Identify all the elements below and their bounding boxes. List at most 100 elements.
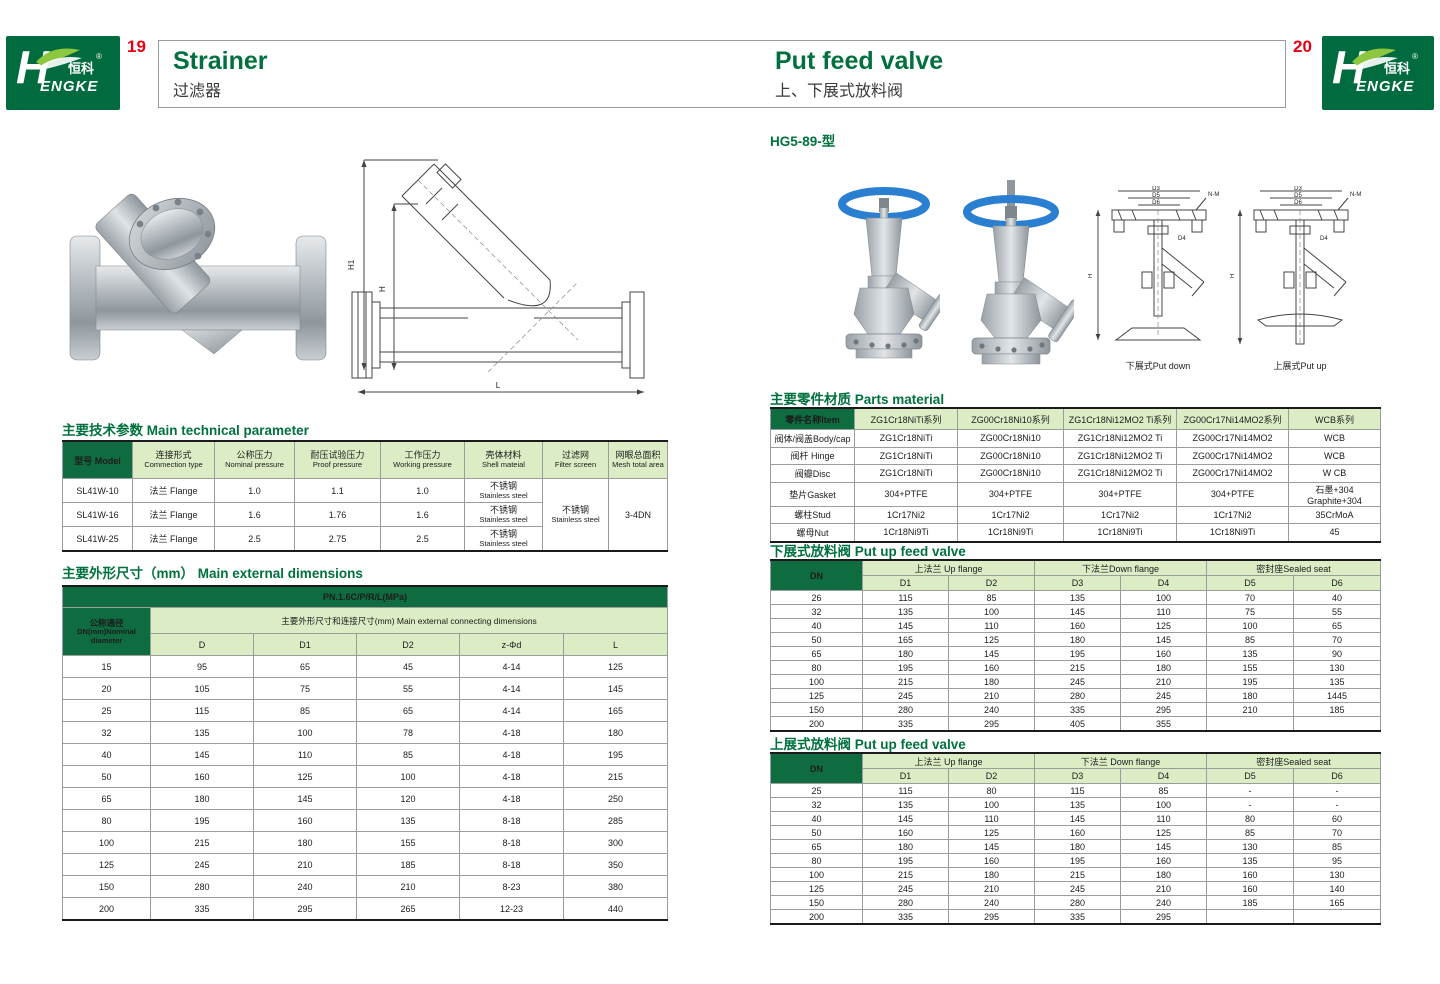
- table-row: D1 D2 D3 D4 D5 D6: [771, 575, 1382, 591]
- cell: 100: [356, 765, 460, 788]
- cell: 440: [562, 897, 669, 921]
- dim-label-h: H: [1230, 274, 1236, 278]
- cell: 4-18: [459, 721, 564, 744]
- cell: 135: [1034, 797, 1121, 812]
- cell: 125: [62, 853, 151, 876]
- cell: PN.1.6C/P/R/L(MPa): [61, 585, 669, 608]
- cell: 335: [1034, 909, 1121, 925]
- cell: 245: [862, 688, 949, 703]
- cell: 12-23: [459, 897, 564, 921]
- cell: 95: [1293, 853, 1382, 868]
- table-row: 32 135 100 145 110 75 55: [770, 604, 1382, 619]
- cell: D1: [862, 575, 949, 591]
- cell: 210: [356, 875, 460, 898]
- cell: 8-18: [459, 831, 564, 854]
- table-row: 垫片Gasket 304+PTFE 304+PTFE 304+PTFE 304+PTFE…: [770, 481, 1381, 507]
- left-title-zh: 过滤器: [173, 83, 222, 101]
- cell: 70: [1293, 632, 1382, 647]
- cell: 75: [1206, 604, 1295, 619]
- table-row: 50 160 125 160 125 85 70: [770, 825, 1382, 840]
- table-row: 100 215 180 215 180 160 130: [770, 867, 1382, 882]
- cell: ZG1Cr18Ni12MO2 Ti系列: [1063, 407, 1177, 430]
- cell: 100: [1119, 797, 1208, 812]
- cell: 法兰 Flange: [132, 526, 215, 552]
- cell: 网眼总面积 Mesh total area: [608, 440, 668, 479]
- cell: SL41W-10: [62, 478, 133, 503]
- cell: 265: [356, 897, 460, 921]
- model-title: HG5-89-型: [770, 134, 836, 149]
- cell: 公称压力 Nominal pressure: [214, 440, 295, 479]
- cell: ZG00Cr18Ni10: [957, 429, 1064, 448]
- cell: 150: [62, 875, 151, 898]
- cell: 180: [948, 674, 1035, 689]
- cell: 160: [1034, 825, 1121, 840]
- cell: 155: [356, 831, 460, 854]
- right-title-en: Put feed valve: [775, 47, 944, 75]
- cell: 8-18: [459, 809, 564, 832]
- cell: 上法兰 Up flange: [862, 752, 1035, 769]
- cell: 405: [1034, 716, 1121, 732]
- cell: 100: [62, 831, 151, 854]
- cell: 180: [948, 867, 1035, 882]
- cell: 195: [1206, 674, 1295, 689]
- cell: 85: [1206, 825, 1295, 840]
- cell: 85: [1206, 632, 1295, 647]
- cell: 180: [1034, 839, 1121, 854]
- cell: 85: [1293, 839, 1382, 854]
- cell: D6: [1293, 575, 1382, 591]
- cell: 主要外形尺寸和连接尺寸(mm) Main external connecting…: [149, 607, 669, 634]
- table-row: 125 245 210 185 8-18 350: [62, 853, 669, 876]
- cell: 215: [150, 831, 254, 854]
- cell: D2: [948, 768, 1035, 784]
- table-row: 150 280 240 280 240 185 165: [770, 895, 1382, 910]
- down-section-title: 下展式放料阀 Put up feed valve: [770, 540, 966, 560]
- drawing-caption-down: 下展式Put down: [1125, 361, 1191, 371]
- table-row: 80 195 160 215 180 155 130: [770, 660, 1382, 675]
- strainer-photo: [69, 193, 327, 361]
- cell: 145: [150, 743, 254, 766]
- table-row: 50 165 125 180 145 85 70: [770, 632, 1382, 647]
- valve-drawing-up: D3 D5 D6 N-M D4 H 上展式Put up: [1230, 186, 1370, 372]
- logo-en-text: ENGKE: [40, 78, 99, 95]
- table-row: 100 215 180 245 210 195 135: [770, 674, 1382, 689]
- cell: 50: [770, 632, 863, 647]
- table-row: 80 195 160 135 8-18 285: [62, 809, 669, 832]
- cell: 65: [253, 655, 357, 678]
- cell: 145: [948, 839, 1035, 854]
- header-title-box: Strainer 过滤器 Put feed valve 上、下展式放料阀: [158, 40, 1286, 108]
- cell: 32: [62, 721, 151, 744]
- cell: 304+PTFE: [957, 481, 1064, 507]
- cell: 法兰 Flange: [132, 478, 215, 503]
- cell: 135: [1206, 646, 1295, 661]
- cell: 125: [253, 765, 357, 788]
- cell: 195: [150, 809, 254, 832]
- cell: ZG00Cr18Ni10: [957, 464, 1064, 483]
- cell: 150: [770, 895, 863, 910]
- cell: SL41W-25: [62, 526, 133, 552]
- cell: 2.75: [294, 526, 381, 552]
- page-number-right: 20: [1293, 37, 1312, 56]
- cell: 125: [948, 632, 1035, 647]
- cell: 1Cr17Ni2: [1063, 505, 1177, 524]
- table-row: 100 215 180 155 8-18 300: [62, 831, 669, 854]
- table-row: 40 145 110 160 125 100 65: [770, 618, 1382, 633]
- cell: 3-4DN: [608, 478, 668, 552]
- cell: 下法兰Down flange: [1033, 559, 1208, 576]
- cell: 280: [1034, 688, 1121, 703]
- cell: 4-18: [459, 787, 564, 810]
- dim-label-h: H: [378, 286, 387, 292]
- cell: 65: [62, 787, 151, 810]
- table-row: 40 145 110 85 4-18 195: [62, 743, 669, 766]
- table-row: 40 145 110 145 110 80 60: [770, 811, 1382, 826]
- cell: 145: [1119, 632, 1208, 647]
- cell: 下法兰 Down flange: [1033, 752, 1208, 769]
- table-row: 25 115 80 115 85- -: [770, 783, 1382, 798]
- logo-reg-mark: ®: [96, 52, 102, 61]
- cell: 型号 Model: [62, 440, 133, 479]
- cell: 35CrMoA: [1288, 505, 1381, 524]
- cell: 1Cr17Ni2: [1176, 505, 1289, 524]
- cell: 40: [1293, 590, 1382, 605]
- cell: 连接形式 Commection type: [132, 440, 215, 479]
- cell: 零件名称Item: [770, 407, 855, 430]
- cell: 80: [62, 809, 151, 832]
